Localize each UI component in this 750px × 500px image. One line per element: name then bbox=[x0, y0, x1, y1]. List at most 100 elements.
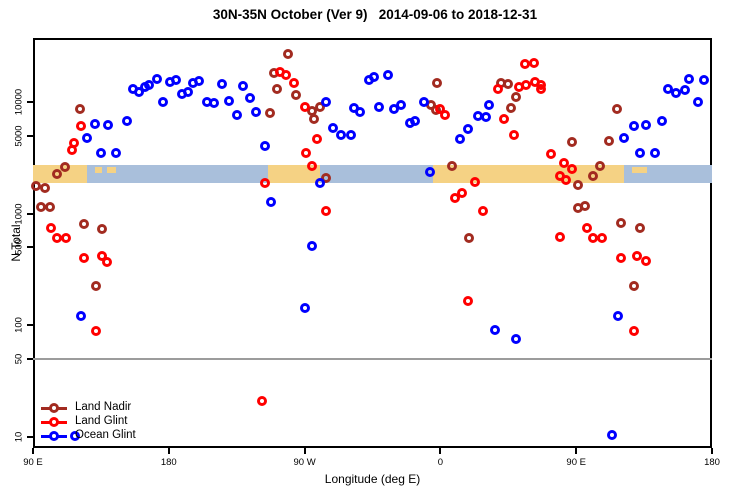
y-tick bbox=[27, 101, 33, 103]
data-point-ocean-glint bbox=[355, 106, 366, 117]
data-point-ocean-glint bbox=[320, 97, 331, 107]
data-point-land-nadir bbox=[447, 161, 458, 172]
y-tick-label: 100 bbox=[13, 317, 25, 334]
data-point-ocean-glint bbox=[209, 97, 220, 108]
data-point-land-glint bbox=[528, 57, 539, 68]
data-point-ocean-glint bbox=[133, 86, 144, 97]
x-tick-label: 90 E bbox=[566, 457, 586, 468]
data-point-land-nadir bbox=[35, 201, 46, 212]
data-point-ocean-glint bbox=[307, 240, 318, 251]
data-point-ocean-glint bbox=[699, 74, 710, 85]
data-point-land-glint bbox=[587, 233, 598, 244]
data-point-land-glint bbox=[260, 178, 271, 189]
data-point-land-nadir bbox=[59, 161, 70, 172]
data-point-ocean-glint bbox=[70, 430, 81, 441]
data-point-ocean-glint bbox=[462, 123, 473, 134]
data-point-land-glint bbox=[631, 251, 642, 262]
data-point-land-nadir bbox=[572, 179, 583, 190]
x-tick bbox=[439, 448, 442, 454]
data-point-land-nadir bbox=[510, 91, 521, 102]
data-point-ocean-glint bbox=[613, 310, 624, 321]
data-point-ocean-glint bbox=[480, 111, 491, 122]
data-point-ocean-glint bbox=[693, 97, 704, 107]
data-point-land-glint bbox=[462, 296, 473, 307]
reference-line-50 bbox=[33, 358, 712, 361]
data-point-ocean-glint bbox=[95, 147, 106, 158]
y-tick-label: 5000 bbox=[13, 125, 25, 147]
data-point-land-glint bbox=[301, 147, 312, 158]
data-point-land-glint bbox=[509, 129, 520, 140]
data-point-land-glint bbox=[521, 79, 532, 90]
data-point-ocean-glint bbox=[171, 74, 182, 85]
data-point-land-nadir bbox=[40, 182, 51, 193]
data-point-ocean-glint bbox=[299, 303, 310, 314]
data-point-land-glint bbox=[61, 233, 72, 244]
data-point-ocean-glint bbox=[183, 86, 194, 97]
y-tick-label: 50 bbox=[13, 353, 25, 365]
data-point-land-glint bbox=[257, 396, 268, 407]
data-point-ocean-glint bbox=[193, 76, 204, 87]
data-point-land-glint bbox=[91, 326, 102, 337]
x-tick bbox=[32, 448, 34, 454]
data-point-ocean-glint bbox=[634, 147, 645, 158]
y-tick bbox=[27, 212, 33, 215]
map-band-island bbox=[106, 166, 116, 173]
data-point-ocean-glint bbox=[619, 133, 630, 144]
data-point-ocean-glint bbox=[510, 333, 521, 344]
x-tick bbox=[575, 448, 578, 454]
data-point-land-glint bbox=[616, 253, 627, 264]
x-tick-label: 0 bbox=[437, 457, 444, 468]
data-point-land-nadir bbox=[587, 170, 598, 181]
data-point-land-glint bbox=[498, 113, 509, 124]
data-point-land-nadir bbox=[97, 223, 108, 234]
data-point-land-glint bbox=[289, 77, 300, 88]
data-point-ocean-glint bbox=[670, 88, 681, 99]
y-tick bbox=[27, 324, 33, 327]
data-point-ocean-glint bbox=[237, 81, 248, 92]
legend-label: Ocean Glint bbox=[75, 429, 136, 441]
data-point-ocean-glint bbox=[224, 96, 235, 107]
data-point-ocean-glint bbox=[684, 73, 695, 84]
data-point-ocean-glint bbox=[679, 84, 690, 95]
data-point-land-glint bbox=[559, 157, 570, 168]
data-point-land-nadir bbox=[272, 83, 283, 94]
data-point-ocean-glint bbox=[335, 130, 346, 141]
data-point-land-nadir bbox=[432, 77, 443, 88]
data-point-ocean-glint bbox=[649, 147, 660, 158]
data-point-ocean-glint bbox=[314, 178, 325, 189]
y-tick bbox=[27, 436, 33, 439]
y-tick-label: 1000 bbox=[13, 203, 25, 225]
legend-label: Land Nadir bbox=[75, 401, 132, 413]
x-tick-label: 90 W bbox=[293, 457, 316, 468]
data-point-land-glint bbox=[101, 256, 112, 267]
data-point-land-glint bbox=[320, 205, 331, 216]
legend-item-land-glint: Land Glint bbox=[41, 415, 161, 429]
data-point-land-nadir bbox=[604, 136, 615, 147]
x-tick-label: 180 bbox=[704, 457, 720, 468]
data-point-ocean-glint bbox=[328, 123, 339, 133]
data-point-ocean-glint bbox=[82, 133, 93, 144]
legend-item-land-nadir: Land Nadir bbox=[41, 401, 161, 415]
data-point-land-nadir bbox=[31, 180, 42, 191]
plot-area bbox=[33, 38, 712, 448]
y-tick-label: 10000 bbox=[13, 88, 25, 116]
data-point-land-glint bbox=[492, 83, 503, 94]
x-tick-label: 180 bbox=[160, 457, 177, 468]
data-point-ocean-glint bbox=[489, 324, 500, 335]
chart-title: 30N-35N October (Ver 9) 2014-09-06 to 20… bbox=[212, 7, 538, 22]
x-tick-label: 90 E bbox=[23, 457, 43, 468]
data-point-ocean-glint bbox=[231, 109, 242, 120]
data-point-land-glint bbox=[456, 188, 467, 199]
data-point-land-glint bbox=[545, 149, 556, 160]
legend-marker-circle-icon bbox=[49, 431, 59, 441]
data-point-land-nadir bbox=[566, 137, 577, 148]
data-point-ocean-glint bbox=[103, 120, 114, 131]
data-point-ocean-glint bbox=[121, 115, 132, 126]
data-point-land-nadir bbox=[616, 218, 627, 229]
data-point-ocean-glint bbox=[346, 130, 357, 141]
data-point-land-glint bbox=[67, 144, 78, 155]
x-tick bbox=[303, 448, 306, 454]
data-point-ocean-glint bbox=[369, 71, 379, 82]
data-point-land-nadir bbox=[283, 48, 293, 59]
